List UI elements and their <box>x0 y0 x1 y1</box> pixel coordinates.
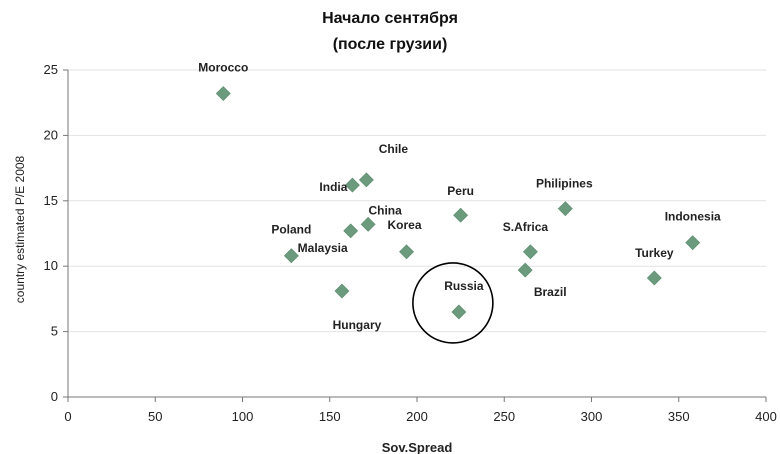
y-tick-label: 0 <box>51 389 58 404</box>
data-point-turkey <box>646 270 662 286</box>
data-point-morocco <box>215 86 231 101</box>
y-axis-label: country estimated P/E 2008 <box>13 155 27 303</box>
x-tick-label: 50 <box>148 409 162 424</box>
data-point-korea <box>399 244 414 260</box>
data-point-safrica <box>523 244 538 260</box>
data-point-chile <box>358 172 374 188</box>
gridlines <box>68 69 766 333</box>
point-label-china: China <box>368 203 402 217</box>
x-tick-label: 350 <box>668 409 690 424</box>
point-label-chile: Chile <box>379 142 409 156</box>
data-point-brazil <box>517 262 533 278</box>
data-point-peru <box>453 207 469 223</box>
point-label-safrica: S.Africa <box>503 220 549 234</box>
y-tick-label: 25 <box>44 62 58 77</box>
x-tick-label: 300 <box>581 409 603 424</box>
point-label-turkey: Turkey <box>635 246 674 260</box>
point-label-brazil: Brazil <box>534 285 567 299</box>
x-tick-label: 200 <box>406 409 428 424</box>
point-label-indonesia: Indonesia <box>665 210 721 224</box>
annotations <box>412 262 494 344</box>
axes <box>63 69 767 402</box>
highlight-circle <box>412 262 494 344</box>
data-point-poland <box>283 248 299 264</box>
data-point-china <box>360 216 376 232</box>
y-tick-label: 15 <box>44 193 58 208</box>
x-tick-label: 150 <box>319 409 341 424</box>
point-label-india: India <box>319 180 347 194</box>
data-point-philipines <box>557 201 573 217</box>
point-label-russia: Russia <box>444 279 484 293</box>
point-label-peru: Peru <box>447 184 474 198</box>
x-tick-label: 100 <box>232 409 254 424</box>
data-point-india <box>345 177 360 193</box>
y-tick-label: 20 <box>44 127 58 142</box>
chart-subtitle: (после грузии) <box>332 36 448 53</box>
data-point-indonesia <box>685 235 701 251</box>
y-tick-label: 10 <box>44 258 58 273</box>
chart-title: Начало сентября <box>322 10 458 27</box>
y-tick-label: 5 <box>51 324 58 339</box>
x-tick-label: 0 <box>64 409 71 424</box>
x-tick-label: 400 <box>755 409 777 424</box>
x-tick-label: 250 <box>493 409 515 424</box>
x-axis-label: Sov.Spread <box>382 440 453 454</box>
data-point-malaysia <box>343 223 359 239</box>
point-label-korea: Korea <box>388 218 422 232</box>
point-label-poland: Poland <box>271 223 311 237</box>
point-label-morocco: Morocco <box>198 61 248 75</box>
point-label-hungary: Hungary <box>333 318 382 332</box>
data-point-russia <box>451 304 467 320</box>
point-label-malaysia: Malaysia <box>298 241 348 255</box>
data-points <box>215 86 701 320</box>
point-label-philipines: Philipines <box>536 177 593 191</box>
point-labels: Morocco Chile India China Malaysia Poland Kore… <box>198 61 721 333</box>
data-point-hungary <box>334 283 350 299</box>
